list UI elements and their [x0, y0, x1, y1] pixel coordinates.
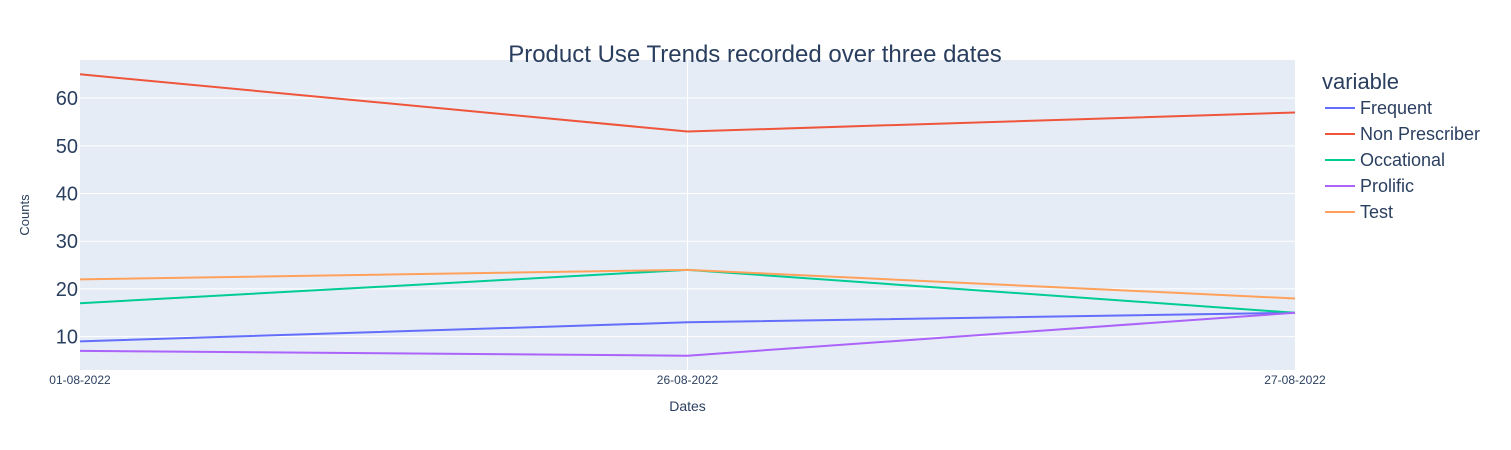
legend: variable Frequent Non Prescriber Occationa… [1322, 69, 1480, 222]
legend-label: Occational [1360, 150, 1445, 170]
legend-item[interactable]: Frequent [1325, 98, 1432, 118]
legend-label: Non Prescriber [1360, 124, 1480, 144]
series-line-prolific [79, 311, 1296, 357]
legend-label: Prolific [1360, 176, 1414, 196]
legend-label: Frequent [1360, 98, 1432, 118]
x-tick-label: 26-08-2022 [657, 373, 719, 387]
x-axis-title: Dates [669, 398, 706, 414]
y-tick-label: 60 [56, 88, 78, 110]
y-tick-label: 30 [56, 231, 78, 253]
chart-title: Product Use Trends recorded over three d… [508, 41, 1002, 68]
y-tick-label: 50 [56, 136, 78, 158]
legend-item[interactable]: Prolific [1325, 176, 1414, 196]
y-axis-ticks: 10 20 30 40 50 60 [56, 88, 78, 348]
series-line-frequent [79, 311, 1296, 343]
y-tick-label: 20 [56, 279, 78, 301]
legend-item[interactable]: Non Prescriber [1325, 124, 1480, 144]
legend-item[interactable]: Test [1325, 202, 1393, 222]
y-tick-label: 40 [56, 184, 78, 206]
series-lines [79, 73, 1296, 357]
x-tick-label: 27-08-2022 [1264, 373, 1326, 387]
y-tick-label: 10 [56, 327, 78, 349]
legend-items: Frequent Non Prescriber Occational Prolific… [1325, 98, 1480, 222]
legend-title: variable [1322, 69, 1399, 94]
x-axis-ticks: 01-08-2022 26-08-2022 27-08-2022 [49, 373, 1326, 387]
legend-item[interactable]: Occational [1325, 150, 1445, 170]
series-line-test [79, 268, 1296, 300]
y-axis-title: Counts [17, 194, 32, 236]
series-line-non-prescriber [79, 73, 1296, 133]
x-tick-label: 01-08-2022 [49, 373, 111, 387]
legend-label: Test [1360, 202, 1393, 222]
